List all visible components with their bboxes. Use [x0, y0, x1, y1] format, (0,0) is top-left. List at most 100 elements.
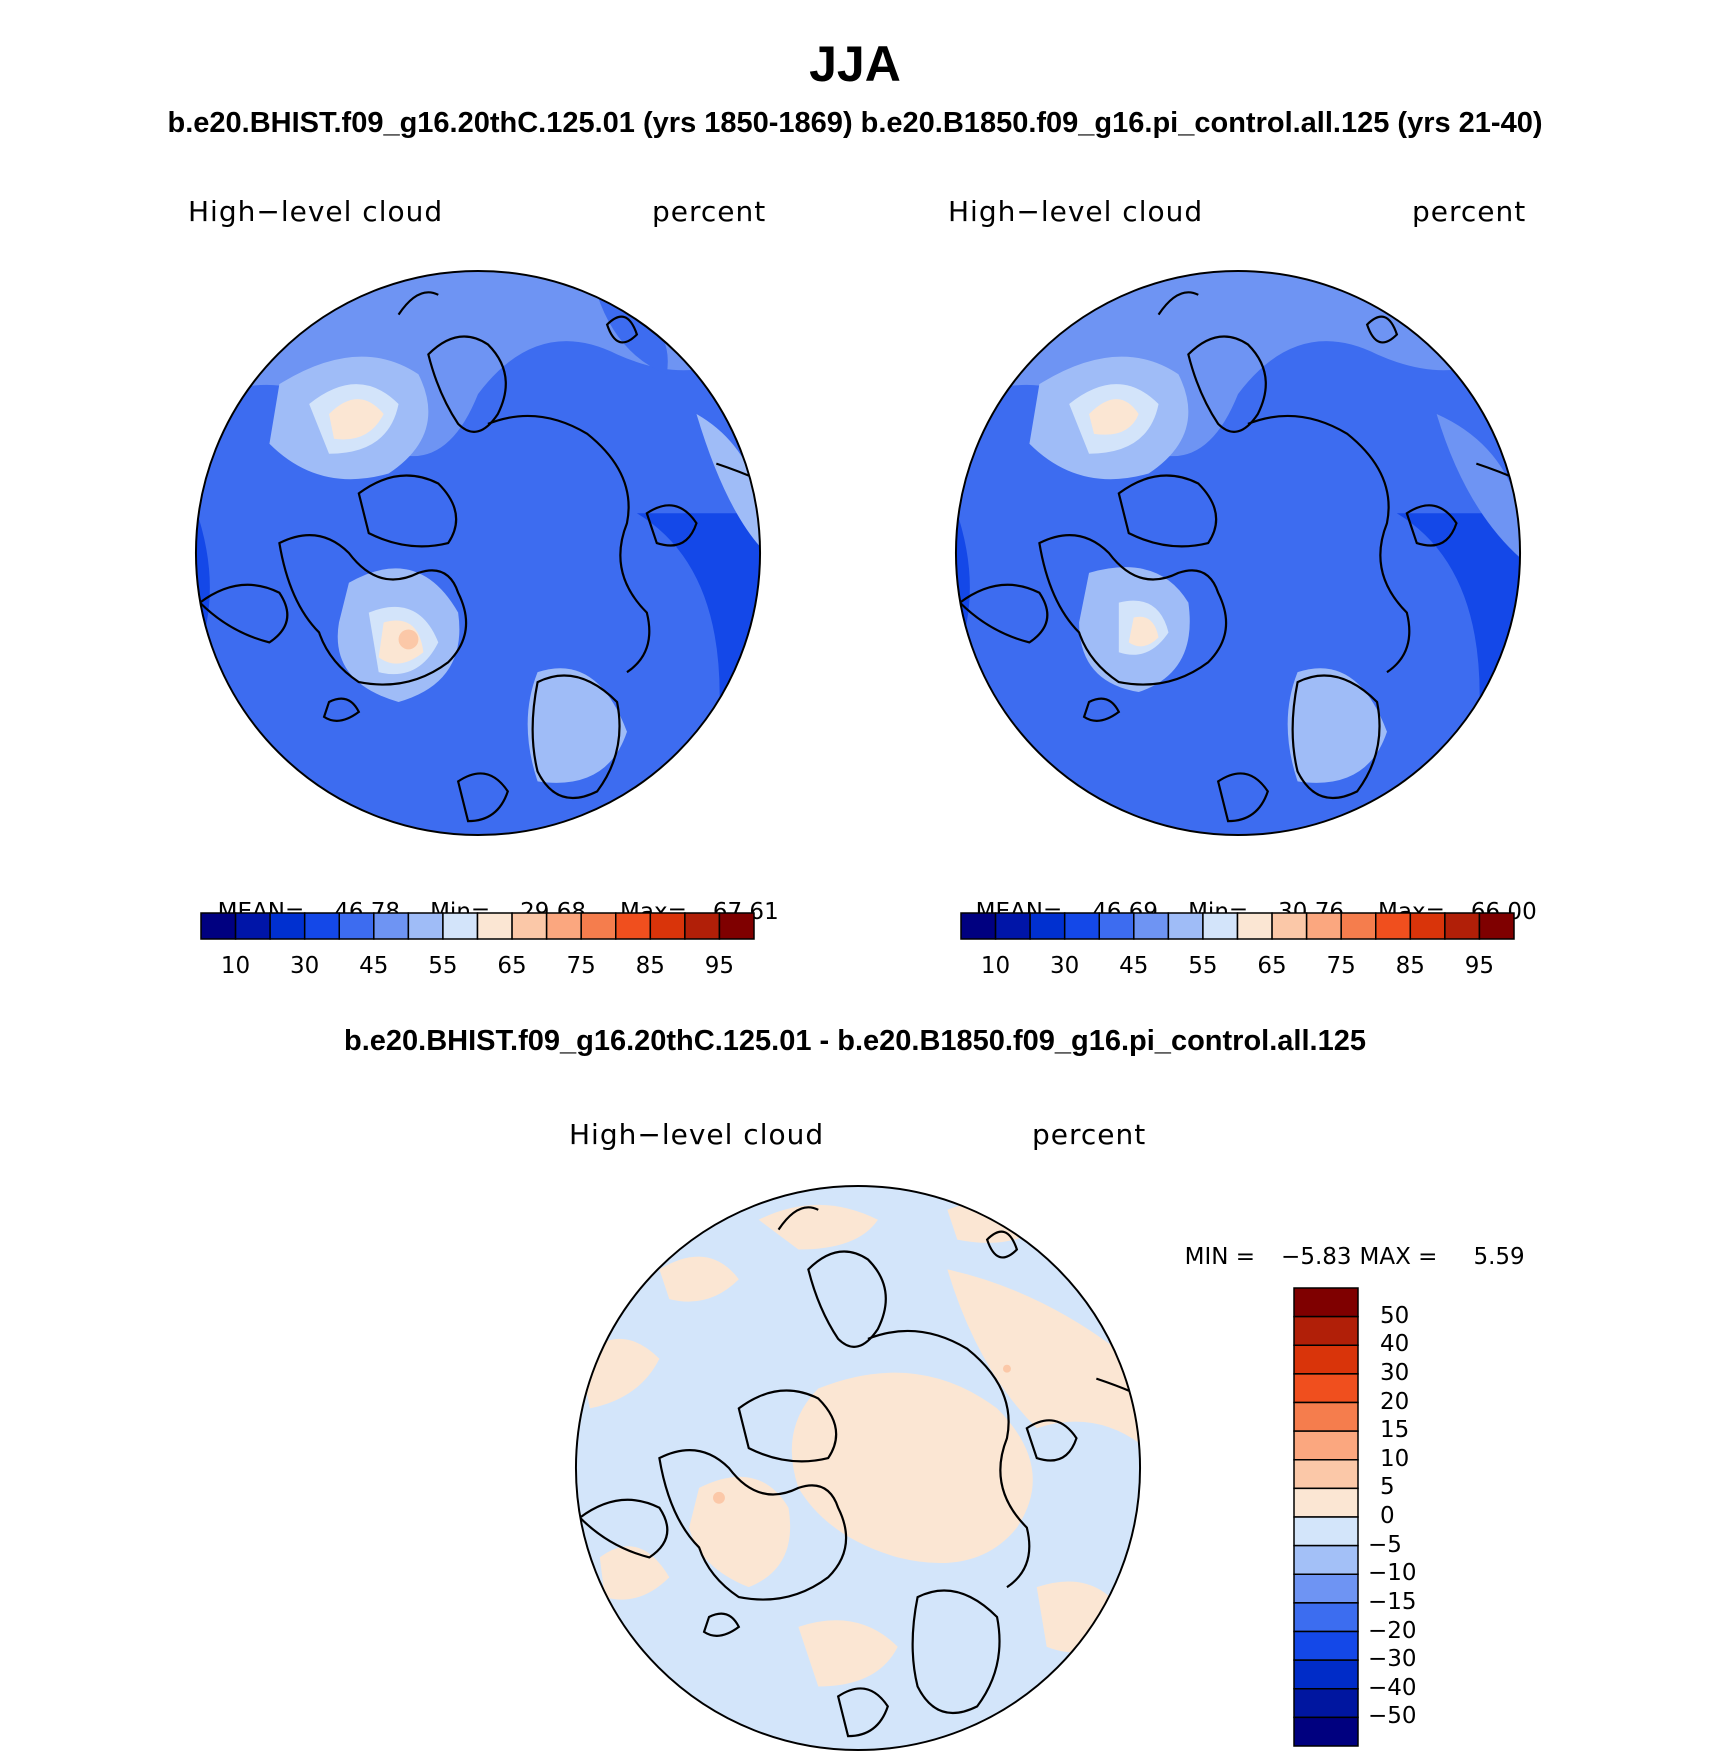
figure-subtitle: b.e20.BHIST.f09_g16.20thC.125.01 (yrs 18…: [167, 107, 1543, 139]
diff-colorbar-cell: [1293, 1315, 1359, 1346]
right-units-label: percent: [1412, 195, 1527, 228]
right-colorbar-cell: [1063, 912, 1100, 940]
left-colorbar-tick: 10: [220, 953, 251, 979]
diff-colorbar-tick: 15: [1380, 1417, 1410, 1444]
right-colorbar-cell: [1167, 912, 1204, 940]
diff-colorbar-cell: [1293, 1401, 1359, 1432]
diff-colorbar-tick: 30: [1380, 1359, 1410, 1386]
left-colorbar-cell: [373, 912, 410, 940]
diff-colorbar-cell: [1293, 1516, 1359, 1547]
left-colorbar-tick: 55: [428, 953, 458, 979]
right-colorbar-cell: [1133, 912, 1170, 940]
diff-variable-label: High−level cloud: [569, 1118, 825, 1151]
right-colorbar-tick: 55: [1188, 953, 1218, 979]
right-colorbar-cell: [1202, 912, 1239, 940]
left-colorbar: [200, 912, 755, 940]
left-colorbar-tick: 65: [497, 953, 527, 979]
left-colorbar-cell: [615, 912, 652, 940]
right-colorbar-tick: 45: [1119, 953, 1149, 979]
diff-colorbar-tick: −5: [1368, 1531, 1402, 1558]
left-colorbar-cell: [338, 912, 375, 940]
right-colorbar-cell: [994, 912, 1031, 940]
right-colorbar-tick: 10: [980, 953, 1011, 979]
right-colorbar-tick: 65: [1257, 953, 1287, 979]
left-colorbar-tick: 45: [359, 953, 389, 979]
diff-colorbar-tick: 40: [1380, 1331, 1410, 1358]
right-colorbar-tick: 75: [1326, 953, 1356, 979]
diff-colorbar-tick: −15: [1368, 1588, 1417, 1615]
right-variable-label: High−level cloud: [948, 195, 1204, 228]
right-colorbar-cell: [1029, 912, 1066, 940]
left-colorbar-cell: [269, 912, 306, 940]
diff-min-value: −5.83: [1281, 1244, 1352, 1270]
left-colorbar-cell: [476, 912, 513, 940]
right-colorbar-cell: [1478, 912, 1515, 940]
left-colorbar-cell: [511, 912, 548, 940]
diff-colorbar-cell: [1293, 1573, 1359, 1604]
right-colorbar-tick: 30: [1050, 953, 1080, 979]
diff-colorbar-tick: −30: [1368, 1646, 1417, 1673]
diff-colorbar-tick: 10: [1380, 1445, 1410, 1472]
left-colorbar-cell: [442, 912, 479, 940]
right-colorbar-tick: 85: [1395, 953, 1425, 979]
left-colorbar-cell: [545, 912, 582, 940]
diff-title: b.e20.BHIST.f09_g16.20thC.125.01 - b.e20…: [344, 1025, 1366, 1057]
left-colorbar-cell: [580, 912, 617, 940]
right-colorbar-cell: [1305, 912, 1342, 940]
left-units-label: percent: [652, 195, 767, 228]
diff-colorbar-cell: [1293, 1430, 1359, 1461]
diff-colorbar-cell: [1293, 1344, 1359, 1375]
diff-colorbar-cell: [1293, 1630, 1359, 1661]
diff-max-value: 5.59: [1473, 1244, 1525, 1270]
diff-colorbar-cell: [1293, 1373, 1359, 1404]
right-colorbar-cell: [1236, 912, 1273, 940]
left-colorbar-tick: 85: [635, 953, 665, 979]
diff-colorbar-tick: 50: [1380, 1302, 1410, 1329]
right-colorbar-ticks: 10 30 45 55 65 75 85 95: [960, 953, 1515, 983]
right-polar-map: [954, 269, 1522, 837]
right-colorbar-cell: [1340, 912, 1377, 940]
right-colorbar-cell: [1444, 912, 1481, 940]
diff-colorbar-ticks: 50 40 30 20 15 10 5 0 −5 −10 −15 −20 −30 −40 −50: [1368, 1287, 1472, 1747]
right-colorbar-tick: 95: [1464, 953, 1495, 979]
diff-colorbar-tick: −20: [1368, 1617, 1417, 1644]
left-colorbar-ticks: 10 30 45 55 65 75 85 95: [200, 953, 755, 983]
diff-colorbar-cell: [1293, 1287, 1359, 1318]
left-colorbar-tick: 95: [704, 953, 735, 979]
diff-units-label: percent: [1032, 1118, 1147, 1151]
right-colorbar-cell: [1098, 912, 1135, 940]
left-variable-label: High−level cloud: [188, 195, 444, 228]
diff-colorbar-cell: [1293, 1487, 1359, 1518]
left-colorbar-cell: [303, 912, 340, 940]
diff-colorbar-tick: −50: [1368, 1703, 1417, 1730]
diff-colorbar-tick: −40: [1368, 1674, 1417, 1701]
right-colorbar-cell: [1375, 912, 1412, 940]
diff-colorbar-tick: 0: [1380, 1503, 1395, 1529]
diff-colorbar: [1293, 1287, 1359, 1747]
diff-colorbar-tick: 20: [1380, 1388, 1410, 1415]
diff-colorbar-tick: 5: [1380, 1474, 1395, 1501]
diff-colorbar-tick: −10: [1368, 1560, 1417, 1587]
left-colorbar-cell: [684, 912, 721, 940]
left-colorbar-cell: [200, 912, 237, 940]
diff-polar-map: [574, 1184, 1142, 1752]
diff-colorbar-cell: [1293, 1716, 1359, 1747]
diff-colorbar-cell: [1293, 1659, 1359, 1690]
left-colorbar-cell: [407, 912, 444, 940]
right-colorbar-cell: [960, 912, 997, 940]
right-colorbar-cell: [1271, 912, 1308, 940]
left-colorbar-tick: 30: [290, 953, 320, 979]
left-colorbar-cell: [718, 912, 755, 940]
figure-title: JJA: [809, 36, 901, 92]
diff-colorbar-cell: [1293, 1688, 1359, 1719]
diff-colorbar-cell: [1293, 1602, 1359, 1633]
left-colorbar-tick: 75: [566, 953, 596, 979]
diff-colorbar-cell: [1293, 1459, 1359, 1490]
left-colorbar-cell: [234, 912, 271, 940]
diff-max-label: MAX =: [1359, 1244, 1438, 1270]
diff-colorbar-cell: [1293, 1544, 1359, 1575]
right-colorbar-cell: [1409, 912, 1446, 940]
right-colorbar: [960, 912, 1515, 940]
diff-min-label: MIN =: [1184, 1244, 1256, 1270]
left-colorbar-cell: [649, 912, 686, 940]
